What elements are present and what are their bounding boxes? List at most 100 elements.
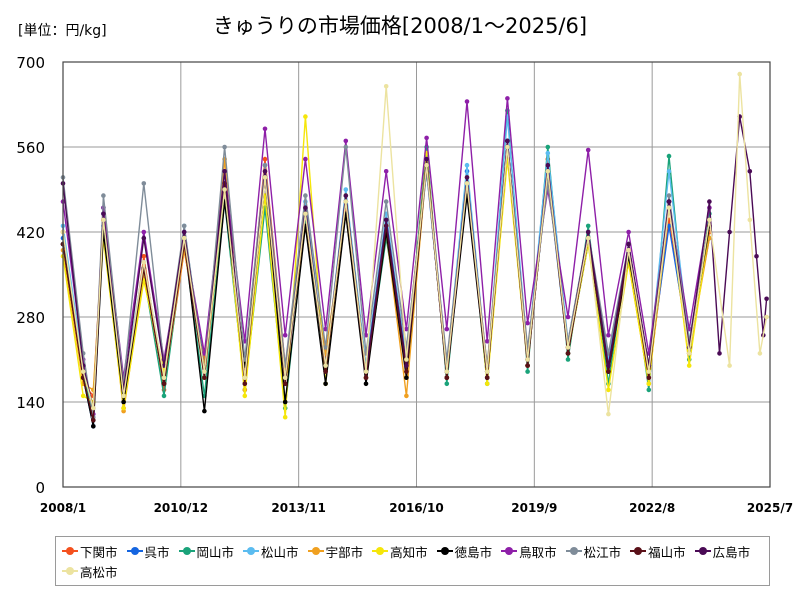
data-point xyxy=(545,169,551,174)
data-point xyxy=(222,169,227,174)
data-point xyxy=(764,314,769,320)
y-tick-label: 560 xyxy=(16,139,45,157)
data-point xyxy=(464,175,470,180)
data-point xyxy=(626,241,631,247)
data-point xyxy=(101,211,106,217)
legend-label: 鳥取市 xyxy=(519,544,557,560)
data-point xyxy=(383,217,389,223)
legend-item: 高松市 xyxy=(62,561,118,581)
plot-frame xyxy=(62,61,771,488)
data-point xyxy=(262,126,268,132)
data-point xyxy=(363,375,369,381)
data-point xyxy=(404,369,409,374)
data-point xyxy=(606,411,611,417)
data-point xyxy=(444,369,450,374)
data-point xyxy=(161,375,167,381)
data-point xyxy=(585,147,591,153)
data-point xyxy=(717,351,722,356)
data-point xyxy=(666,193,672,198)
data-point xyxy=(161,381,167,387)
series-8 xyxy=(60,144,712,420)
series-11 xyxy=(60,71,769,417)
data-point xyxy=(565,314,571,320)
data-point xyxy=(121,393,126,399)
data-point xyxy=(101,193,106,198)
data-point xyxy=(626,247,631,253)
data-point xyxy=(525,369,530,374)
legend-label: 松江市 xyxy=(583,544,622,560)
y-tick-label: 280 xyxy=(16,309,45,327)
data-point xyxy=(383,169,389,174)
legend-label: 広島市 xyxy=(712,544,751,560)
legend-item: 高知市 xyxy=(372,541,428,561)
data-point xyxy=(585,229,591,235)
data-point xyxy=(404,393,409,399)
data-point xyxy=(282,375,288,381)
legend-item: 呉市 xyxy=(126,541,170,561)
data-point xyxy=(484,369,490,374)
y-tick-label: 420 xyxy=(16,224,45,242)
data-point xyxy=(363,381,369,387)
data-point xyxy=(121,399,126,405)
data-point xyxy=(764,296,769,302)
legend-marker xyxy=(501,547,518,555)
legend-marker xyxy=(243,547,260,555)
data-point xyxy=(343,193,349,198)
data-point xyxy=(323,363,328,368)
data-point xyxy=(606,332,611,338)
data-point xyxy=(91,417,96,423)
legend-label: 福山市 xyxy=(648,544,686,560)
x-tick-label: 2016/10 xyxy=(389,501,443,515)
legend-label: 呉市 xyxy=(144,544,170,560)
data-point xyxy=(545,144,551,150)
data-point xyxy=(181,235,187,241)
data-point xyxy=(303,211,308,217)
legend-marker xyxy=(178,547,195,555)
y-tick-label: 0 xyxy=(35,479,45,497)
data-point xyxy=(262,169,268,174)
data-point xyxy=(484,381,490,387)
legend-item: 下関市 xyxy=(62,541,118,561)
data-point xyxy=(646,387,652,393)
x-tick-label: 2010/12 xyxy=(154,501,208,515)
data-point xyxy=(646,381,652,387)
data-point xyxy=(282,399,288,405)
data-point xyxy=(686,363,692,368)
data-point xyxy=(525,357,530,362)
data-point xyxy=(141,229,147,235)
data-point xyxy=(666,205,672,210)
data-point xyxy=(525,320,530,326)
series-1 xyxy=(60,144,712,429)
data-point xyxy=(303,205,308,210)
data-point xyxy=(757,351,763,356)
legend-label: 松山市 xyxy=(261,544,299,560)
data-point xyxy=(303,193,308,198)
data-point xyxy=(484,375,490,381)
data-point xyxy=(626,229,631,235)
data-point xyxy=(242,393,248,399)
data-point xyxy=(242,381,248,387)
data-point xyxy=(727,229,732,235)
data-point xyxy=(754,253,759,259)
data-point xyxy=(747,169,753,174)
data-point xyxy=(585,235,591,241)
data-point xyxy=(343,144,349,150)
y-tick-label: 700 xyxy=(16,54,45,72)
legend-label: 高松市 xyxy=(80,564,118,580)
series-line xyxy=(62,146,711,421)
data-point xyxy=(303,156,308,162)
data-point xyxy=(242,375,248,381)
legend-item: 宇部市 xyxy=(307,541,363,561)
data-point xyxy=(424,162,429,168)
data-point xyxy=(262,156,268,162)
data-point xyxy=(80,369,86,374)
data-point xyxy=(383,199,389,204)
data-point xyxy=(91,424,96,429)
series-layer xyxy=(60,71,769,429)
data-point xyxy=(646,369,652,374)
legend-marker xyxy=(630,547,647,555)
data-point xyxy=(161,393,167,399)
data-point xyxy=(202,369,207,374)
legend-item: 鳥取市 xyxy=(501,541,557,561)
